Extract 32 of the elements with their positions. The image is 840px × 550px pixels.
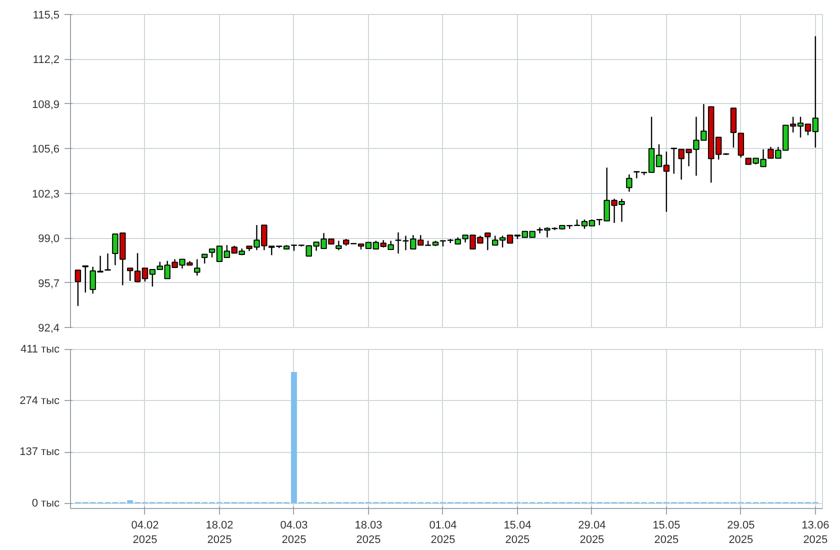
x-tick-label: 29.05 2025	[727, 520, 755, 546]
candlestick	[74, 270, 82, 307]
x-tick-label: 15.04 2025	[504, 520, 532, 546]
candlestick	[738, 132, 744, 158]
candlestick	[484, 232, 491, 251]
candlestick	[194, 258, 200, 276]
y-tick-label: 411 тыс	[20, 344, 60, 356]
x-tick-label: 18.03 2025	[354, 520, 382, 546]
x-tick-label: 29.04 2025	[578, 520, 606, 546]
x-tick-label: 01.04 2025	[429, 520, 457, 546]
y-tick-label: 274 тыс	[20, 394, 60, 407]
x-tick-label: 18.02 2025	[206, 520, 234, 546]
x-tick-label: 04.02 2025	[131, 520, 159, 546]
y-tick-label: 105,6	[32, 144, 60, 156]
y-tick-label: 99,0	[38, 233, 60, 246]
candlestick	[626, 174, 632, 192]
y-tick-label: 112,2	[32, 54, 60, 66]
candlestick	[336, 240, 342, 251]
y-tick-label: 115,5	[32, 10, 60, 22]
candlestick	[201, 254, 208, 264]
candlestick	[126, 268, 134, 282]
y-tick-label: 102,3	[32, 188, 60, 200]
y-tick-label: 137 тыс	[20, 446, 60, 458]
x-tick-label: 13.06 2025	[802, 520, 830, 546]
y-tick-label: 0 тыс	[32, 497, 60, 510]
y-tick-label: 95,7	[38, 278, 60, 290]
x-tick-label: 15.05 2025	[652, 520, 680, 546]
candlestick	[670, 148, 677, 174]
x-tick-label: 04.03 2025	[280, 520, 308, 546]
y-tick-label: 108,9	[32, 98, 60, 111]
y-tick-label: 92,4	[38, 322, 60, 334]
candlestick	[82, 265, 89, 294]
